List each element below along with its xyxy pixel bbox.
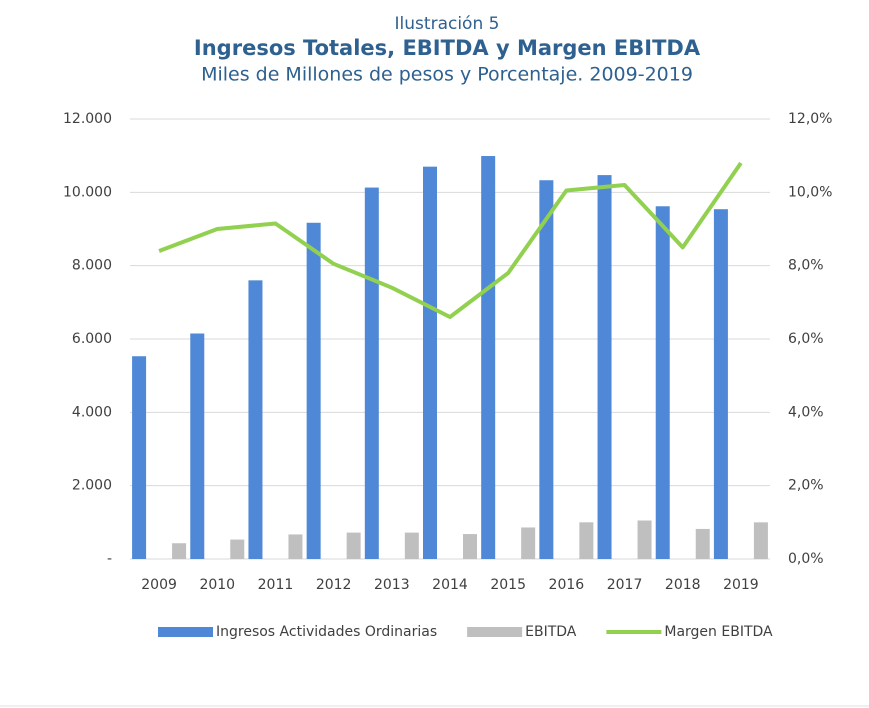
x-tick-label: 2016 xyxy=(549,577,585,593)
bar xyxy=(521,527,536,559)
x-tick-label: 2015 xyxy=(490,577,526,593)
x-tick-label: 2017 xyxy=(607,577,643,593)
chart-title: Ingresos Totales, EBITDA y Margen EBITDA xyxy=(194,36,701,60)
bar xyxy=(637,520,652,559)
x-tick-label: 2018 xyxy=(665,577,701,593)
line xyxy=(158,161,743,319)
x-tick-label: 2010 xyxy=(199,577,235,593)
x-tick-label: 2014 xyxy=(432,577,468,593)
legend-label: Margen EBITDA xyxy=(664,624,773,640)
legend-label: Ingresos Actividades Ordinarias xyxy=(216,624,437,640)
y2-tick-label: 8,0% xyxy=(788,258,824,274)
y-tick-label: 10.000 xyxy=(63,184,112,200)
bar xyxy=(655,206,670,559)
bar xyxy=(695,528,710,559)
y2-tick-label: 4,0% xyxy=(788,404,824,420)
bar xyxy=(346,532,361,559)
y-tick-label: 6.000 xyxy=(72,331,112,347)
bar xyxy=(132,356,147,559)
x-tick-label: 2012 xyxy=(316,577,352,593)
bar xyxy=(579,522,594,559)
bar xyxy=(713,209,728,559)
x-tick-label: 2019 xyxy=(723,577,759,593)
y2-tick-label: 6,0% xyxy=(788,331,824,347)
x-tick-label: 2011 xyxy=(258,577,294,593)
chart-subtitle: Miles de Millones de pesos y Porcentaje.… xyxy=(201,64,693,86)
y2-tick-label: 0,0% xyxy=(788,551,824,567)
y2-tick-label: 12,0% xyxy=(788,111,832,127)
x-tick-label: 2013 xyxy=(374,577,410,593)
bar xyxy=(423,166,437,559)
bar xyxy=(404,532,419,559)
bar xyxy=(597,175,612,559)
bar xyxy=(753,522,768,559)
y2-tick-label: 2,0% xyxy=(788,478,824,494)
y-tick-label: 4.000 xyxy=(72,404,112,420)
y-tick-label: - xyxy=(107,551,112,567)
bar xyxy=(230,539,245,559)
y2-tick-label: 10,0% xyxy=(788,184,832,200)
bar xyxy=(364,187,379,560)
bar xyxy=(539,180,554,559)
y-tick-label: 12.000 xyxy=(63,111,112,127)
x-tick-label: 2009 xyxy=(141,577,177,593)
bar xyxy=(248,280,263,559)
chart-pretitle: Ilustración 5 xyxy=(395,14,500,34)
bar xyxy=(481,156,496,560)
bar xyxy=(306,222,321,559)
bar xyxy=(172,543,187,559)
y-tick-label: 2.000 xyxy=(72,478,112,494)
legend-swatch xyxy=(467,627,523,637)
bar xyxy=(463,534,477,559)
bar xyxy=(288,534,303,559)
bar xyxy=(190,333,205,559)
legend-label: EBITDA xyxy=(525,624,577,640)
y-tick-label: 8.000 xyxy=(72,258,112,274)
legend-swatch xyxy=(158,627,213,637)
